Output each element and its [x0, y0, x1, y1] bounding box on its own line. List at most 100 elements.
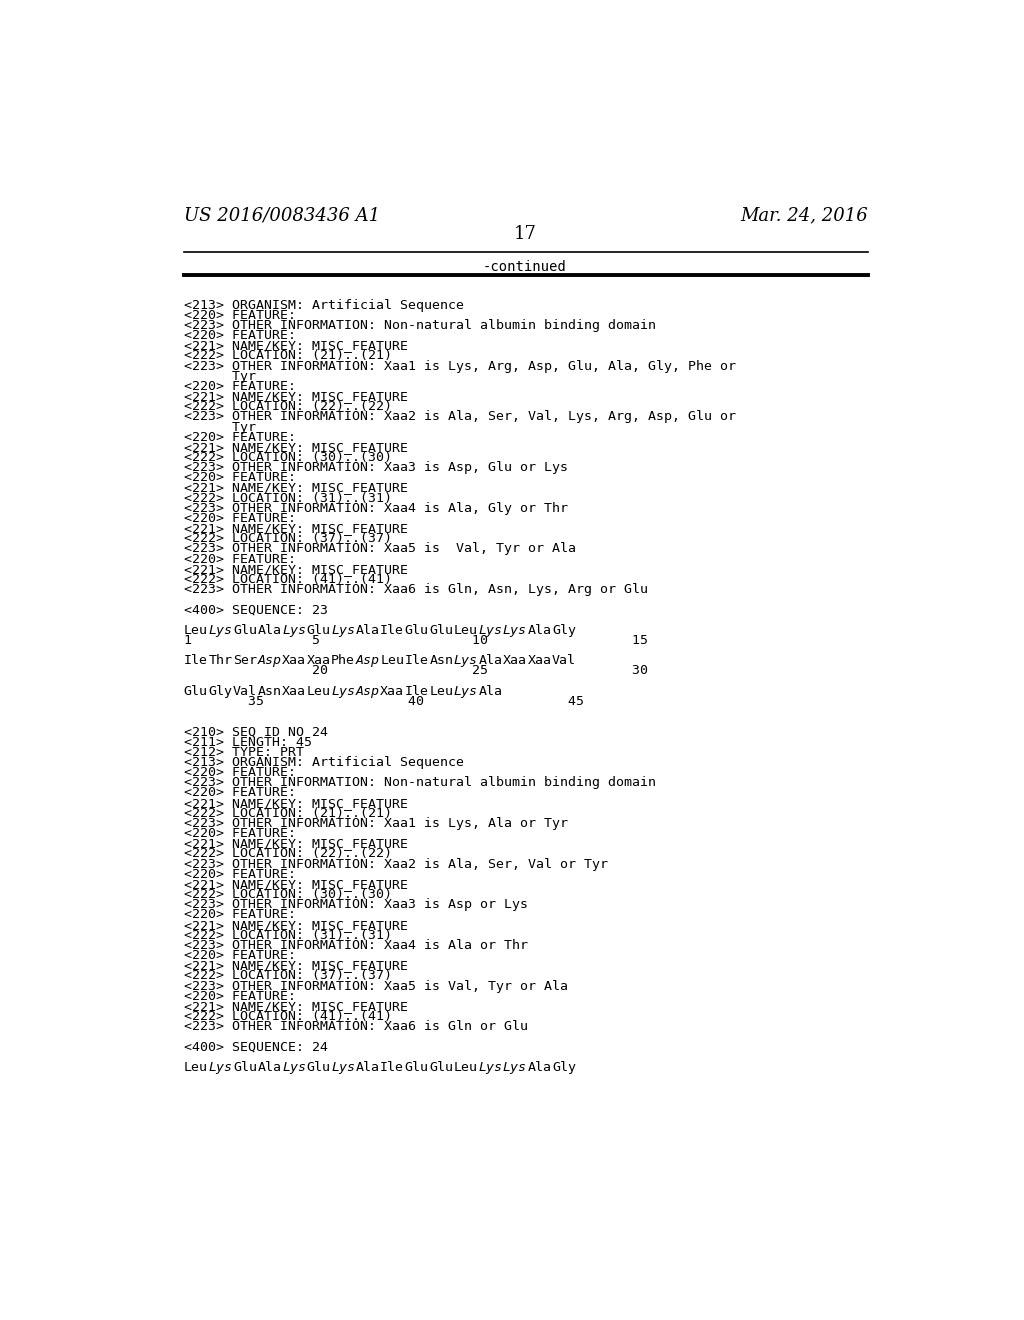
Text: <220> FEATURE:: <220> FEATURE:	[183, 380, 296, 393]
Text: <222> LOCATION: (41)..(41): <222> LOCATION: (41)..(41)	[183, 573, 392, 586]
Text: Phe: Phe	[331, 655, 355, 668]
Text: 17: 17	[513, 226, 537, 243]
Text: Ile: Ile	[404, 655, 429, 668]
Text: <220> FEATURE:: <220> FEATURE:	[183, 329, 296, 342]
Text: Glu: Glu	[404, 624, 429, 636]
Text: <220> FEATURE:: <220> FEATURE:	[183, 430, 296, 444]
Text: Lys: Lys	[454, 685, 478, 698]
Text: <223> OTHER INFORMATION: Xaa4 is Ala, Gly or Thr: <223> OTHER INFORMATION: Xaa4 is Ala, Gl…	[183, 502, 567, 515]
Text: Ala: Ala	[478, 685, 503, 698]
Text: Ile: Ile	[183, 655, 208, 668]
Text: -continued: -continued	[483, 260, 566, 275]
Text: <221> NAME/KEY: MISC_FEATURE: <221> NAME/KEY: MISC_FEATURE	[183, 837, 408, 850]
Text: <221> NAME/KEY: MISC_FEATURE: <221> NAME/KEY: MISC_FEATURE	[183, 482, 408, 495]
Text: Glu: Glu	[183, 685, 208, 698]
Text: Ala: Ala	[257, 624, 282, 636]
Text: <220> FEATURE:: <220> FEATURE:	[183, 553, 296, 566]
Text: Glu: Glu	[306, 1061, 331, 1074]
Text: Glu: Glu	[429, 624, 454, 636]
Text: <222> LOCATION: (37)..(37): <222> LOCATION: (37)..(37)	[183, 969, 392, 982]
Text: Lys: Lys	[478, 1061, 503, 1074]
Text: Lys: Lys	[208, 1061, 232, 1074]
Text: Ile: Ile	[380, 624, 404, 636]
Text: Lys: Lys	[331, 624, 355, 636]
Text: <210> SEQ ID NO 24: <210> SEQ ID NO 24	[183, 726, 328, 738]
Text: <223> OTHER INFORMATION: Xaa6 is Gln, Asn, Lys, Arg or Glu: <223> OTHER INFORMATION: Xaa6 is Gln, As…	[183, 583, 648, 597]
Text: Lys: Lys	[503, 1061, 527, 1074]
Text: Leu: Leu	[183, 1061, 208, 1074]
Text: Xaa: Xaa	[527, 655, 552, 668]
Text: Ala: Ala	[257, 1061, 282, 1074]
Text: Xaa: Xaa	[306, 655, 331, 668]
Text: <220> FEATURE:: <220> FEATURE:	[183, 990, 296, 1003]
Text: <220> FEATURE:: <220> FEATURE:	[183, 787, 296, 800]
Text: <223> OTHER INFORMATION: Xaa5 is Val, Tyr or Ala: <223> OTHER INFORMATION: Xaa5 is Val, Ty…	[183, 979, 567, 993]
Text: <220> FEATURE:: <220> FEATURE:	[183, 766, 296, 779]
Text: <221> NAME/KEY: MISC_FEATURE: <221> NAME/KEY: MISC_FEATURE	[183, 878, 408, 891]
Text: Lys: Lys	[282, 624, 306, 636]
Text: Leu: Leu	[454, 624, 478, 636]
Text: <223> OTHER INFORMATION: Xaa6 is Gln or Glu: <223> OTHER INFORMATION: Xaa6 is Gln or …	[183, 1020, 527, 1034]
Text: <222> LOCATION: (21)..(21): <222> LOCATION: (21)..(21)	[183, 807, 392, 820]
Text: <222> LOCATION: (30)..(30): <222> LOCATION: (30)..(30)	[183, 451, 392, 465]
Text: Ala: Ala	[355, 624, 380, 636]
Text: Leu: Leu	[183, 624, 208, 636]
Text: <220> FEATURE:: <220> FEATURE:	[183, 512, 296, 525]
Text: Gly: Gly	[552, 624, 577, 636]
Text: <220> FEATURE:: <220> FEATURE:	[183, 309, 296, 322]
Text: <223> OTHER INFORMATION: Xaa1 is Lys, Arg, Asp, Glu, Ala, Gly, Phe or: <223> OTHER INFORMATION: Xaa1 is Lys, Ar…	[183, 359, 736, 372]
Text: Lys: Lys	[208, 624, 232, 636]
Text: <211> LENGTH: 45: <211> LENGTH: 45	[183, 735, 311, 748]
Text: <223> OTHER INFORMATION: Xaa2 is Ala, Ser, Val or Tyr: <223> OTHER INFORMATION: Xaa2 is Ala, Se…	[183, 858, 608, 871]
Text: Leu: Leu	[306, 685, 331, 698]
Text: Lys: Lys	[282, 1061, 306, 1074]
Text: Ala: Ala	[527, 1061, 552, 1074]
Text: <220> FEATURE:: <220> FEATURE:	[183, 867, 296, 880]
Text: Val: Val	[552, 655, 577, 668]
Text: Xaa: Xaa	[503, 655, 527, 668]
Text: <223> OTHER INFORMATION: Xaa3 is Asp, Glu or Lys: <223> OTHER INFORMATION: Xaa3 is Asp, Gl…	[183, 461, 567, 474]
Text: Val: Val	[232, 685, 257, 698]
Text: US 2016/0083436 A1: US 2016/0083436 A1	[183, 206, 380, 224]
Text: <223> OTHER INFORMATION: Xaa3 is Asp or Lys: <223> OTHER INFORMATION: Xaa3 is Asp or …	[183, 898, 527, 911]
Text: Ser: Ser	[232, 655, 257, 668]
Text: Lys: Lys	[503, 624, 527, 636]
Text: Glu: Glu	[404, 1061, 429, 1074]
Text: Ala: Ala	[478, 655, 503, 668]
Text: <222> LOCATION: (22)..(22): <222> LOCATION: (22)..(22)	[183, 847, 392, 861]
Text: Ala: Ala	[527, 624, 552, 636]
Text: <221> NAME/KEY: MISC_FEATURE: <221> NAME/KEY: MISC_FEATURE	[183, 919, 408, 932]
Text: Asp: Asp	[355, 685, 380, 698]
Text: Lys: Lys	[331, 1061, 355, 1074]
Text: Glu: Glu	[232, 624, 257, 636]
Text: <212> TYPE: PRT: <212> TYPE: PRT	[183, 746, 304, 759]
Text: <220> FEATURE:: <220> FEATURE:	[183, 949, 296, 962]
Text: <221> NAME/KEY: MISC_FEATURE: <221> NAME/KEY: MISC_FEATURE	[183, 999, 408, 1012]
Text: Ile: Ile	[380, 1061, 404, 1074]
Text: Leu: Leu	[454, 1061, 478, 1074]
Text: <223> OTHER INFORMATION: Xaa2 is Ala, Ser, Val, Lys, Arg, Asp, Glu or: <223> OTHER INFORMATION: Xaa2 is Ala, Se…	[183, 411, 736, 424]
Text: <220> FEATURE:: <220> FEATURE:	[183, 908, 296, 921]
Text: Xaa: Xaa	[282, 655, 306, 668]
Text: <221> NAME/KEY: MISC_FEATURE: <221> NAME/KEY: MISC_FEATURE	[183, 523, 408, 535]
Text: Asp: Asp	[257, 655, 282, 668]
Text: <220> FEATURE:: <220> FEATURE:	[183, 471, 296, 484]
Text: <223> OTHER INFORMATION: Non-natural albumin binding domain: <223> OTHER INFORMATION: Non-natural alb…	[183, 776, 655, 789]
Text: Glu: Glu	[429, 1061, 454, 1074]
Text: <222> LOCATION: (31)..(31): <222> LOCATION: (31)..(31)	[183, 491, 392, 504]
Text: <221> NAME/KEY: MISC_FEATURE: <221> NAME/KEY: MISC_FEATURE	[183, 389, 408, 403]
Text: <213> ORGANISM: Artificial Sequence: <213> ORGANISM: Artificial Sequence	[183, 298, 464, 312]
Text: Leu: Leu	[429, 685, 454, 698]
Text: Gly: Gly	[208, 685, 232, 698]
Text: <223> OTHER INFORMATION: Xaa5 is  Val, Tyr or Ala: <223> OTHER INFORMATION: Xaa5 is Val, Ty…	[183, 543, 575, 556]
Text: Glu: Glu	[232, 1061, 257, 1074]
Text: Asn: Asn	[429, 655, 454, 668]
Text: <222> LOCATION: (31)..(31): <222> LOCATION: (31)..(31)	[183, 929, 392, 941]
Text: <400> SEQUENCE: 24: <400> SEQUENCE: 24	[183, 1040, 328, 1053]
Text: Gly: Gly	[552, 1061, 577, 1074]
Text: Xaa: Xaa	[380, 685, 404, 698]
Text: Tyr: Tyr	[183, 370, 256, 383]
Text: <223> OTHER INFORMATION: Xaa1 is Lys, Ala or Tyr: <223> OTHER INFORMATION: Xaa1 is Lys, Al…	[183, 817, 567, 830]
Text: Lys: Lys	[331, 685, 355, 698]
Text: Lys: Lys	[478, 624, 503, 636]
